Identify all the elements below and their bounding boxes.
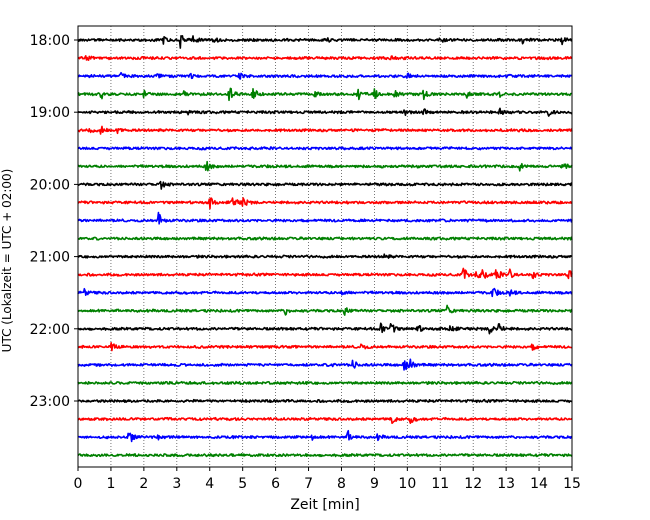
y-axis: 18:00 19:00 20:00 21:00 22:00 23:00 (30, 33, 78, 410)
trace-layer (78, 36, 572, 457)
x-tick-label-11: 11 (431, 476, 449, 492)
x-tick-label-1: 1 (106, 476, 115, 492)
x-tick-label-9: 9 (370, 476, 379, 492)
y-tick-label-19:00: 19:00 (30, 105, 70, 121)
trace-2300 (78, 400, 572, 403)
trace-2200 (78, 323, 572, 333)
x-axis: 0 1 2 3 4 5 6 7 8 9 10 11 12 13 14 15 (74, 467, 581, 492)
y-tick-label-20:00: 20:00 (30, 177, 70, 193)
trace-2130 (78, 289, 572, 297)
trace-1830 (78, 73, 572, 79)
trace-2045 (78, 237, 572, 240)
trace-2145 (78, 305, 572, 315)
trace-1845 (78, 88, 572, 100)
trace-1930 (78, 147, 572, 150)
x-tick-label-15: 15 (563, 476, 581, 492)
trace-2015 (78, 198, 572, 209)
x-tick-label-6: 6 (271, 476, 280, 492)
trace-2100 (78, 254, 572, 258)
y-tick-label-23:00: 23:00 (30, 394, 70, 410)
x-tick-label-3: 3 (172, 476, 181, 492)
trace-2215 (78, 343, 572, 351)
trace-1915 (78, 126, 572, 134)
x-tick-label-4: 4 (205, 476, 214, 492)
trace-2000 (78, 182, 572, 189)
trace-2245 (78, 382, 572, 385)
trace-1815 (78, 56, 572, 60)
x-tick-label-14: 14 (530, 476, 548, 492)
x-tick-label-8: 8 (337, 476, 346, 492)
trace-2030 (78, 213, 572, 224)
x-tick-label-5: 5 (238, 476, 247, 492)
x-tick-label-13: 13 (497, 476, 515, 492)
trace-2315 (78, 418, 572, 424)
trace-1945 (78, 162, 572, 171)
y-tick-label-21:00: 21:00 (30, 250, 70, 266)
x-axis-label: Zeit [min] (290, 497, 359, 513)
trace-2330 (78, 431, 572, 442)
x-tick-label-12: 12 (464, 476, 482, 492)
x-tick-label-2: 2 (139, 476, 148, 492)
x-tick-label-7: 7 (304, 476, 313, 492)
x-tick-label-0: 0 (74, 476, 83, 492)
trace-2230 (78, 359, 572, 370)
x-tick-label-10: 10 (398, 476, 416, 492)
trace-2345 (78, 454, 572, 457)
y-axis-label: UTC (Lokalzeit = UTC + 02:00) (0, 169, 14, 353)
trace-2115 (78, 268, 572, 278)
y-tick-label-22:00: 22:00 (30, 322, 70, 338)
trace-1800 (78, 36, 572, 48)
y-tick-label-18:00: 18:00 (30, 33, 70, 49)
trace-1900 (78, 108, 572, 116)
